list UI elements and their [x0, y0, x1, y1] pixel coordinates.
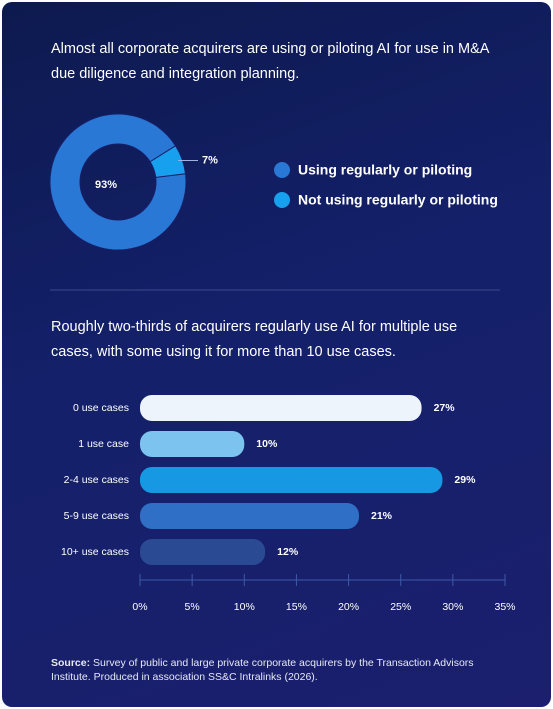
- y-tick-label: 2-4 use cases: [64, 474, 129, 486]
- x-tick-label: 15%: [286, 601, 307, 613]
- bar: [140, 395, 422, 421]
- data-label: 10%: [256, 438, 278, 450]
- x-tick-label: 25%: [390, 601, 411, 613]
- data-label: 93%: [95, 179, 117, 191]
- legend-label: Using regularly or piloting: [298, 162, 472, 178]
- y-tick-label: 0 use cases: [73, 402, 129, 414]
- x-tick-label: 20%: [338, 601, 359, 613]
- source-label: Source:: [51, 657, 91, 669]
- data-label: 21%: [371, 510, 393, 522]
- bar: [140, 431, 245, 457]
- data-label: 12%: [277, 546, 299, 558]
- legend-swatch: [274, 162, 290, 178]
- source-note: Source: Survey of public and large priva…: [51, 656, 511, 684]
- data-label: 27%: [434, 402, 456, 414]
- donut-slice: [149, 145, 187, 178]
- source-text: Survey of public and large private corpo…: [51, 657, 474, 683]
- data-label: 29%: [454, 474, 476, 486]
- bar: [140, 467, 443, 493]
- chart-title: Roughly two-thirds of acquirers regularl…: [51, 319, 458, 360]
- x-tick-label: 0%: [132, 601, 147, 613]
- bar: [140, 539, 266, 565]
- bar: [140, 503, 359, 529]
- legend-label: Not using regularly or piloting: [298, 192, 498, 208]
- legend-swatch: [274, 192, 290, 208]
- x-tick-label: 5%: [185, 601, 200, 613]
- chart-title: Almost all corporate acquirers are using…: [51, 41, 489, 82]
- data-label: 7%: [202, 154, 218, 166]
- x-tick-label: 10%: [234, 601, 255, 613]
- x-tick-label: 35%: [494, 601, 515, 613]
- y-tick-label: 10+ use cases: [61, 546, 129, 558]
- x-tick-label: 30%: [442, 601, 463, 613]
- y-tick-label: 1 use case: [78, 438, 129, 450]
- donut-slice: [49, 113, 187, 251]
- y-tick-label: 5-9 use cases: [64, 510, 129, 522]
